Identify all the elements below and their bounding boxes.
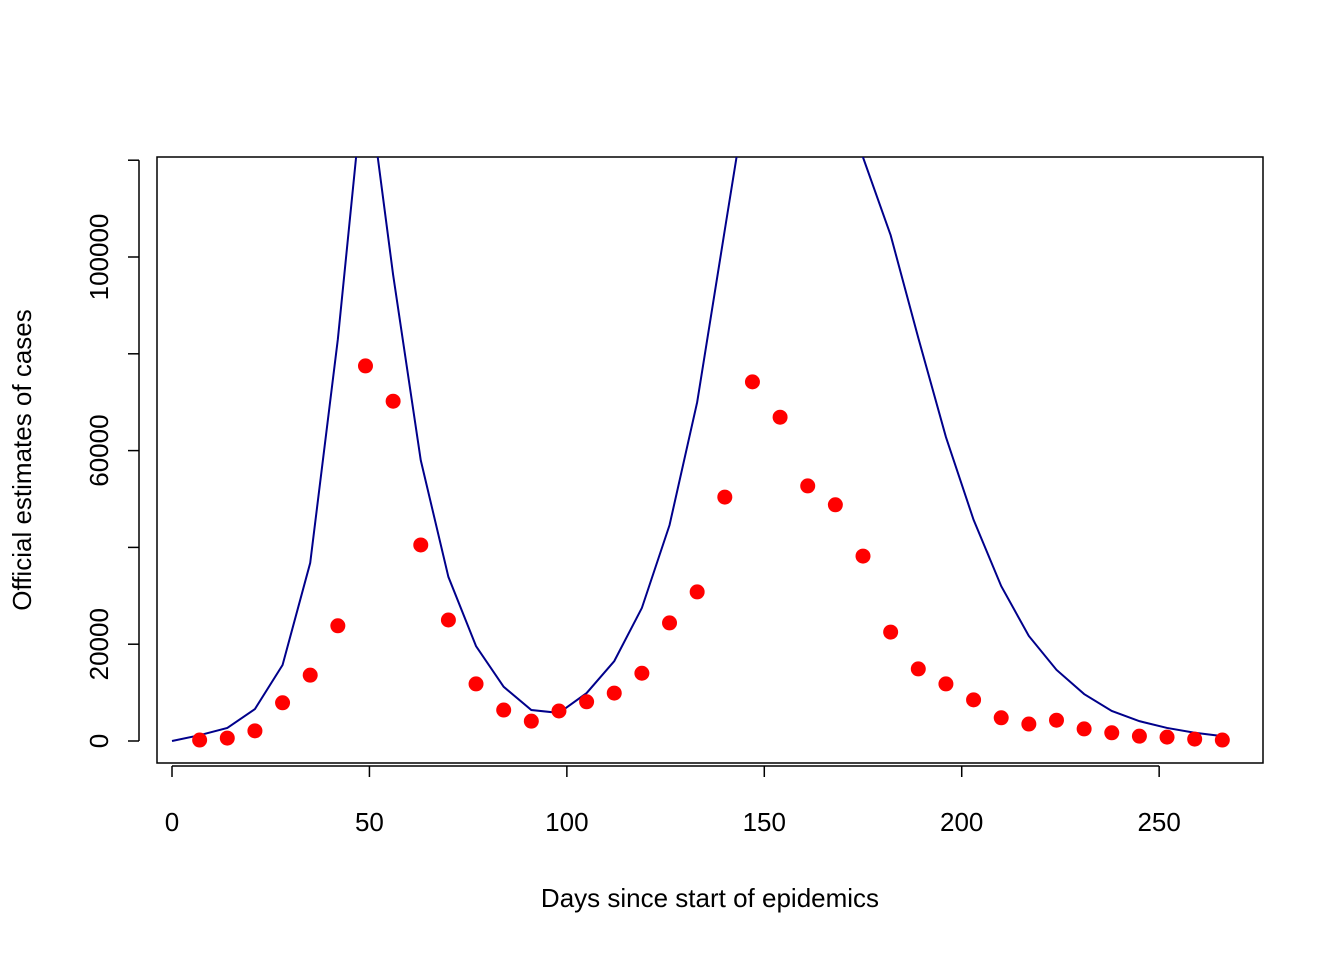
y-tick-label: 60000	[84, 414, 114, 486]
data-point	[330, 618, 346, 634]
data-point	[219, 730, 235, 746]
data-point	[523, 713, 539, 729]
data-point	[1076, 721, 1092, 737]
series-line	[171, 157, 1223, 742]
data-point	[993, 710, 1009, 726]
data-point	[744, 374, 760, 390]
data-point	[910, 661, 926, 677]
data-point	[247, 723, 263, 739]
x-tick-label: 200	[940, 807, 983, 837]
data-point	[1021, 716, 1037, 732]
data-point	[966, 692, 982, 708]
data-point	[275, 695, 291, 711]
data-point	[855, 548, 871, 564]
data-point	[772, 409, 788, 425]
x-tick-label: 150	[743, 807, 786, 837]
data-point	[1214, 732, 1230, 748]
x-axis-label: Days since start of epidemics	[541, 883, 879, 913]
data-point	[192, 732, 208, 748]
data-point	[1104, 725, 1120, 741]
data-point	[551, 703, 567, 719]
data-point	[1187, 731, 1203, 747]
data-point	[717, 489, 733, 505]
data-point	[1048, 712, 1064, 728]
data-point	[1159, 729, 1175, 745]
plot-box	[156, 156, 1264, 764]
data-point	[606, 685, 622, 701]
data-point	[496, 702, 512, 718]
data-point	[468, 676, 484, 692]
y-tick-label: 20000	[84, 608, 114, 680]
data-point	[579, 694, 595, 710]
data-point	[440, 612, 456, 628]
plot-area	[171, 157, 1230, 748]
x-tick-label: 0	[165, 807, 179, 837]
data-point	[302, 667, 318, 683]
data-point	[800, 478, 816, 494]
data-point	[385, 393, 401, 409]
data-point	[1131, 728, 1147, 744]
x-tick-label: 250	[1137, 807, 1180, 837]
data-point	[689, 584, 705, 600]
data-point	[634, 665, 650, 681]
data-point	[413, 537, 429, 553]
data-point	[662, 615, 678, 631]
x-tick-label: 50	[355, 807, 384, 837]
data-point	[827, 497, 843, 513]
data-point	[938, 676, 954, 692]
data-point	[357, 358, 373, 374]
y-axis-label: Official estimates of cases	[7, 309, 37, 611]
data-point	[883, 624, 899, 640]
y-tick-label: 100000	[84, 214, 114, 301]
x-tick-label: 100	[545, 807, 588, 837]
y-tick-label: 0	[84, 734, 114, 748]
